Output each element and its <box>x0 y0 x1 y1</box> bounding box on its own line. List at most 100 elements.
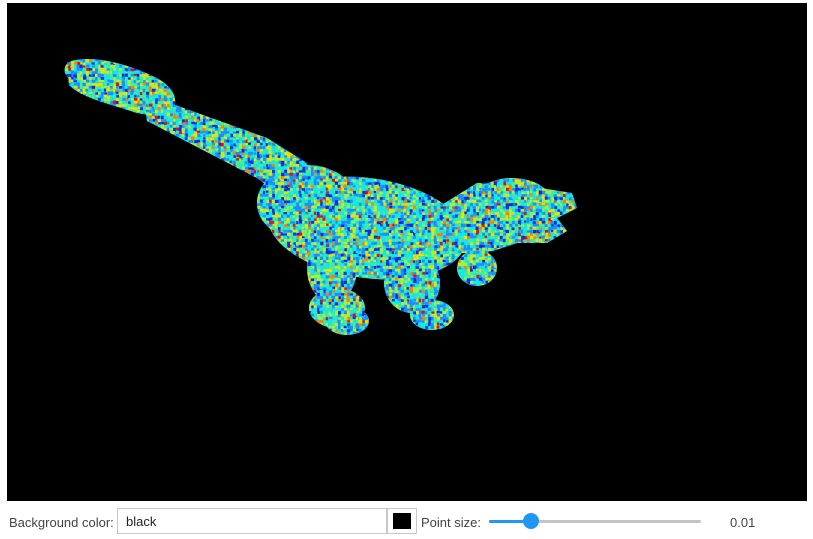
point <box>83 74 87 78</box>
point <box>430 130 434 136</box>
point <box>97 89 101 92</box>
point <box>500 124 504 129</box>
point <box>506 83 511 87</box>
point <box>185 85 189 88</box>
point <box>349 82 354 86</box>
point <box>524 107 528 110</box>
point <box>82 127 87 131</box>
point <box>373 116 377 119</box>
point <box>395 131 398 134</box>
point <box>500 55 503 58</box>
point <box>461 122 464 126</box>
point <box>383 77 388 81</box>
point <box>346 98 351 102</box>
point <box>71 101 76 105</box>
point <box>422 59 425 64</box>
point <box>149 130 153 135</box>
point <box>109 91 115 96</box>
point <box>397 92 400 95</box>
point <box>536 121 541 124</box>
point <box>205 97 210 101</box>
point <box>173 83 176 87</box>
point <box>581 86 584 89</box>
point <box>362 77 366 81</box>
point <box>350 100 354 106</box>
point <box>205 100 209 105</box>
point <box>584 74 587 76</box>
point <box>568 134 573 138</box>
point <box>266 65 270 69</box>
point <box>493 127 497 132</box>
point <box>125 58 129 63</box>
point <box>182 100 186 106</box>
point <box>190 92 193 96</box>
point <box>271 92 276 95</box>
point <box>136 80 140 84</box>
point <box>581 119 584 123</box>
point <box>139 127 143 130</box>
point <box>524 109 528 113</box>
point <box>433 119 438 123</box>
point <box>248 119 252 123</box>
point <box>346 134 351 137</box>
point <box>467 59 470 63</box>
point <box>74 128 79 131</box>
point <box>394 113 397 116</box>
point <box>143 110 148 114</box>
point <box>508 89 512 92</box>
point <box>218 112 221 115</box>
point <box>308 94 313 98</box>
point <box>175 67 179 71</box>
point <box>205 116 210 120</box>
point <box>331 95 336 99</box>
point <box>68 101 73 104</box>
point <box>427 61 431 65</box>
point <box>239 110 244 114</box>
point <box>478 68 482 71</box>
point <box>244 76 248 81</box>
point <box>317 95 320 98</box>
point <box>218 70 222 74</box>
point <box>439 73 442 79</box>
point <box>575 53 578 55</box>
point <box>218 137 222 141</box>
point <box>497 62 500 67</box>
point <box>227 115 230 119</box>
point-cloud-viewer[interactable] <box>7 3 807 501</box>
point <box>556 97 561 101</box>
dinosaur-point-cloud[interactable] <box>7 3 807 501</box>
point <box>121 127 125 130</box>
point <box>340 77 345 81</box>
point <box>266 103 271 108</box>
point <box>313 106 318 111</box>
point <box>565 133 570 138</box>
point <box>317 104 321 107</box>
point <box>385 119 389 124</box>
point <box>97 101 102 105</box>
point <box>334 106 338 111</box>
point <box>115 113 118 116</box>
point <box>155 128 158 131</box>
point <box>460 94 464 99</box>
point <box>488 116 493 120</box>
point <box>491 125 494 130</box>
point <box>521 94 526 98</box>
point <box>346 112 352 115</box>
point <box>538 59 543 64</box>
point <box>109 73 114 78</box>
point <box>373 61 377 66</box>
point <box>362 125 367 129</box>
point <box>164 119 167 124</box>
point <box>578 80 582 84</box>
point <box>298 134 301 138</box>
point <box>460 62 465 65</box>
point <box>143 53 145 55</box>
point <box>554 70 558 74</box>
point <box>347 79 351 83</box>
point <box>565 82 569 86</box>
point <box>490 67 495 71</box>
point <box>470 59 473 64</box>
point <box>230 116 233 119</box>
point <box>352 82 357 86</box>
point <box>187 103 191 106</box>
